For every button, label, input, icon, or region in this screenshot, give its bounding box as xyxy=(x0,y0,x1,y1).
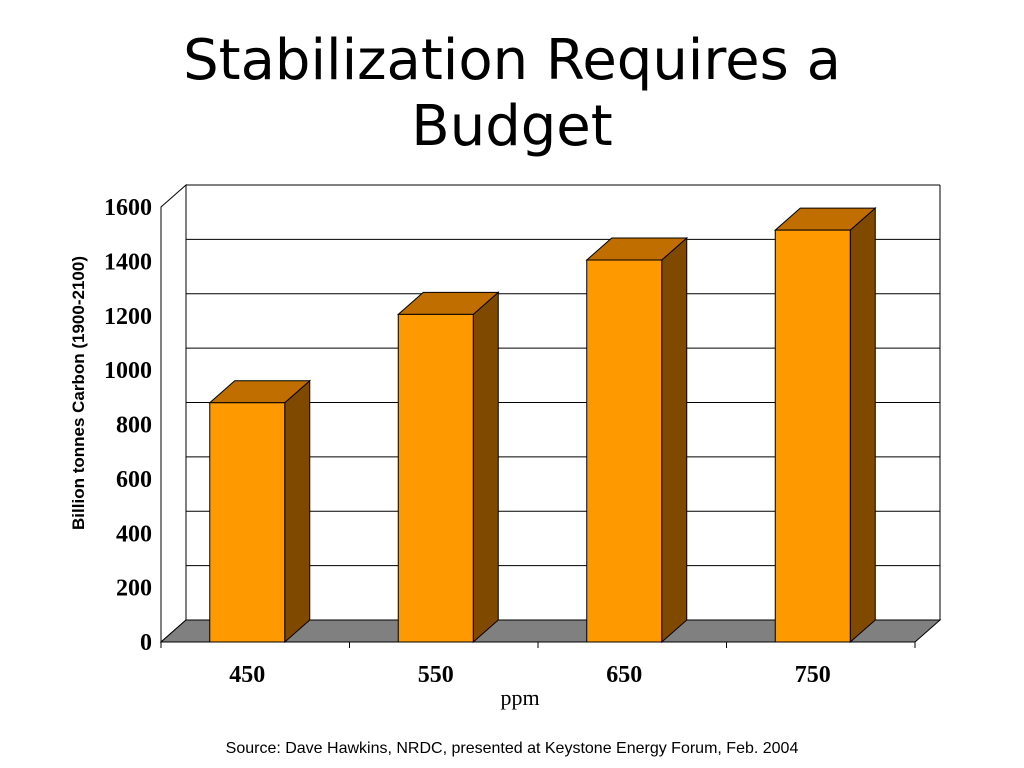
bar-side xyxy=(849,207,876,644)
y-tick-label: 600 xyxy=(116,467,152,493)
x-axis-title: ppm xyxy=(500,685,539,710)
title-line-2: Budget xyxy=(411,94,613,159)
bar-side xyxy=(661,236,688,644)
y-tick-label: 800 xyxy=(116,413,152,439)
y-tick-label: 400 xyxy=(116,521,152,547)
bar-side xyxy=(472,291,499,644)
bar-side xyxy=(284,379,311,644)
x-tick-label: 550 xyxy=(418,662,454,688)
side-wall xyxy=(160,183,187,644)
slide-title: Stabilization Requires a Budget xyxy=(0,28,1024,160)
y-axis-title: Billion tonnes Carbon (1900-2100) xyxy=(69,256,88,530)
y-tick-label: 1000 xyxy=(104,358,152,384)
source-note: Source: Dave Hawkins, NRDC, presented at… xyxy=(225,740,799,757)
y-tick-label: 200 xyxy=(116,576,152,602)
x-tick-label: 750 xyxy=(795,662,831,688)
bar xyxy=(586,259,663,643)
y-tick-label: 1200 xyxy=(104,304,152,330)
x-tick-label: 450 xyxy=(229,662,265,688)
bar xyxy=(397,313,474,643)
x-tick-label: 650 xyxy=(606,662,642,688)
y-tick-label: 1600 xyxy=(104,195,152,221)
bar xyxy=(209,402,286,643)
y-tick-label: 0 xyxy=(140,630,152,656)
title-line-1: Stabilization Requires a xyxy=(183,28,841,93)
bar xyxy=(774,229,851,643)
y-tick-label: 1400 xyxy=(104,249,152,275)
